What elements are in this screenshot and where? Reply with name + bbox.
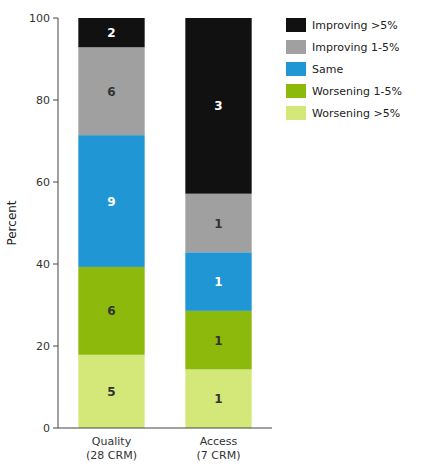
legend-swatch xyxy=(286,84,306,98)
segment-count-label: 9 xyxy=(107,195,115,209)
legend-label: Improving >5% xyxy=(312,19,398,32)
segment-count-label: 3 xyxy=(214,99,222,113)
bar-segment xyxy=(78,355,144,428)
y-tick-label: 0 xyxy=(43,422,50,435)
bar-segment xyxy=(78,135,144,267)
y-tick xyxy=(53,100,58,101)
y-tick xyxy=(53,428,58,429)
y-tick xyxy=(53,182,58,183)
bar-segment xyxy=(185,194,251,253)
y-tick xyxy=(53,264,58,265)
y-tick-label: 20 xyxy=(36,340,50,353)
legend-swatch xyxy=(286,62,306,76)
y-tick-label: 100 xyxy=(29,12,50,25)
segment-count-label: 6 xyxy=(107,85,115,99)
y-axis: 0 20 40 60 80 100 xyxy=(29,12,58,435)
segment-count-label: 1 xyxy=(214,217,222,231)
chart: 0 20 40 60 80 100 Percent 5 6 9 6 2 1 1 1 1 3 Quality(28 … xyxy=(0,0,424,476)
bars xyxy=(78,18,251,428)
segment-count-label: 1 xyxy=(214,392,222,406)
segment-count-label: 6 xyxy=(107,304,115,318)
segment-count-label: 1 xyxy=(214,334,222,348)
legend-swatch xyxy=(286,40,306,54)
bar-segment xyxy=(185,18,251,194)
y-axis-line xyxy=(58,18,59,428)
legend: Improving >5% Improving 1-5% Same Worsening… xyxy=(286,18,402,120)
legend-label: Worsening 1-5% xyxy=(312,85,402,98)
legend-label: Same xyxy=(312,63,343,76)
y-tick-label: 80 xyxy=(36,94,50,107)
y-tick xyxy=(53,18,58,19)
x-tick-label: Access(7 CRM) xyxy=(197,435,241,462)
legend-label: Improving 1-5% xyxy=(312,41,399,54)
x-tick-label-line: Access xyxy=(200,435,238,448)
segment-count-label: 1 xyxy=(214,275,222,289)
legend-label: Worsening >5% xyxy=(312,107,400,120)
y-axis-label: Percent xyxy=(5,200,19,245)
bar-segment xyxy=(78,47,144,135)
segment-count-label: 2 xyxy=(107,26,115,40)
x-tick-label-line: (28 CRM) xyxy=(86,449,137,462)
bar-segment xyxy=(185,311,251,370)
y-tick xyxy=(53,346,58,347)
x-tick-label-line: (7 CRM) xyxy=(197,449,241,462)
y-tick-label: 60 xyxy=(36,176,50,189)
data-labels: 5 6 9 6 2 1 1 1 1 3 xyxy=(107,26,222,406)
y-tick-label: 40 xyxy=(36,258,50,271)
legend-swatch xyxy=(286,106,306,120)
bar-segment xyxy=(185,252,251,311)
x-tick-label: Quality(28 CRM) xyxy=(86,435,137,462)
bar-segment xyxy=(78,267,144,355)
x-axis-line xyxy=(58,428,272,429)
bar-segment xyxy=(185,369,251,428)
bar-segment xyxy=(78,18,144,47)
x-tick-label-line: Quality xyxy=(92,435,132,448)
segment-count-label: 5 xyxy=(107,385,115,399)
legend-swatch xyxy=(286,18,306,32)
